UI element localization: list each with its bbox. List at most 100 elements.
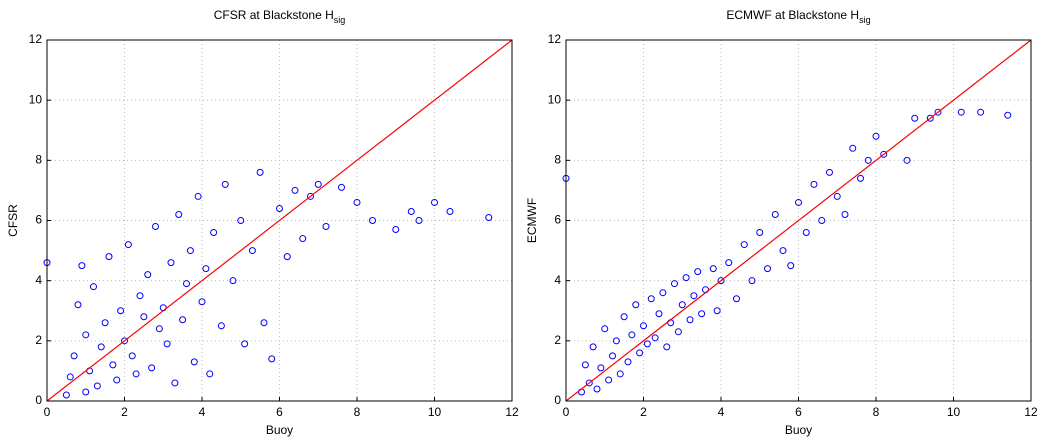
point (163, 340, 171, 348)
x-tick-label: 4 (718, 405, 725, 419)
title-subscript: sig (859, 15, 871, 25)
point (849, 144, 857, 152)
y-tick-label: 6 (35, 213, 42, 227)
point (771, 210, 779, 218)
point (694, 268, 702, 276)
point (748, 277, 756, 285)
point (671, 280, 678, 288)
point (113, 376, 121, 384)
point (276, 204, 283, 212)
x-tick-label: 0 (44, 405, 51, 419)
point (128, 352, 136, 360)
point (485, 213, 493, 221)
point (651, 334, 659, 342)
point (620, 313, 628, 321)
point (307, 192, 314, 200)
y-axis-label: ECMWF (525, 198, 539, 243)
point (140, 313, 148, 321)
point (733, 295, 740, 303)
point (392, 226, 400, 234)
point (183, 280, 190, 288)
point (369, 217, 376, 224)
point (97, 343, 105, 351)
subplot: 0 2 4 6 8 10 12 0 2 4 6 8 10 12 CFSR at Blackstone Hsi… (6, 8, 519, 437)
point (299, 235, 307, 243)
point (674, 328, 682, 336)
point (810, 180, 818, 188)
y-tick-label: 2 (554, 333, 561, 347)
point (322, 223, 330, 231)
point (713, 307, 721, 315)
point (690, 292, 698, 300)
point (206, 370, 214, 378)
point (601, 325, 609, 333)
point (872, 132, 880, 140)
y-axis-label: CFSR (6, 204, 20, 237)
x-tick-label: 8 (354, 405, 361, 419)
point (612, 337, 620, 345)
point (105, 253, 113, 261)
point (911, 114, 919, 122)
point (663, 343, 671, 351)
point (787, 262, 795, 270)
point (605, 376, 613, 384)
point (190, 358, 198, 366)
point (934, 108, 942, 116)
point (229, 277, 237, 285)
point (78, 262, 86, 270)
point (678, 301, 686, 309)
point (628, 331, 636, 339)
point (237, 217, 245, 224)
point (864, 156, 872, 164)
point (833, 192, 841, 200)
point (82, 388, 90, 396)
x-tick-label: 8 (873, 405, 880, 419)
chart-title: ECMWF at Blackstone Hsig (726, 8, 870, 25)
point (698, 310, 706, 318)
point (66, 373, 74, 381)
x-tick-label: 2 (640, 405, 647, 419)
point (109, 361, 117, 369)
point (779, 247, 787, 255)
point (101, 319, 109, 327)
point (90, 283, 97, 291)
y-tick-label: 4 (35, 273, 42, 287)
point (256, 168, 264, 176)
point (903, 156, 911, 164)
y-tick-label: 8 (35, 153, 42, 167)
y-tick-label: 0 (554, 393, 561, 407)
point (1004, 111, 1012, 119)
point (643, 340, 651, 348)
y-tick-label: 6 (554, 213, 561, 227)
point (155, 325, 163, 333)
point (167, 259, 175, 267)
point (609, 352, 616, 360)
point (725, 259, 733, 267)
point (268, 355, 276, 363)
point (581, 361, 589, 369)
y-tick-label: 12 (548, 32, 562, 46)
axes-frame (46, 39, 513, 402)
point (210, 229, 218, 237)
point (407, 207, 415, 215)
point (70, 352, 78, 360)
y-tick-label: 12 (29, 32, 43, 46)
axes-frame (565, 39, 1032, 402)
point (795, 198, 802, 206)
point (93, 382, 101, 390)
point (179, 316, 187, 324)
y-tick-label: 10 (29, 92, 43, 106)
title-main: ECMWF at Blackstone H (726, 8, 859, 22)
point (686, 316, 694, 324)
point (186, 247, 194, 255)
point (957, 108, 965, 116)
point (756, 229, 764, 237)
point (74, 301, 82, 309)
point (597, 364, 605, 372)
subplot: 0 2 4 6 8 10 12 0 2 4 6 8 10 12 ECMWF at Blackstone Hs… (525, 8, 1037, 437)
point (415, 217, 423, 224)
chart-title: CFSR at Blackstone Hsig (214, 8, 346, 25)
point (260, 319, 268, 327)
point (818, 217, 826, 224)
point (62, 391, 70, 399)
